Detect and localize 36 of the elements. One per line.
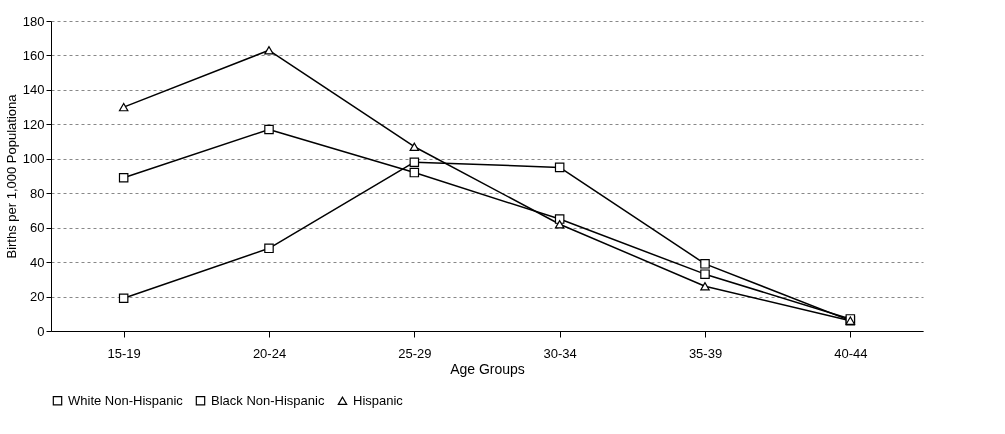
point: [700, 259, 710, 269]
x-tick-label: 20-24: [252, 345, 287, 361]
point: [264, 124, 274, 135]
y-tick-label: 180: [22, 13, 45, 29]
x-axis-title: Age Groups: [450, 360, 525, 377]
y-tick-label: 100: [22, 151, 45, 167]
y-tick-label: 0: [37, 323, 45, 339]
y-tick-label: 80: [30, 185, 45, 201]
point: [409, 142, 420, 151]
point: [554, 220, 565, 229]
x-tick-label: 25-29: [398, 345, 432, 361]
point: [118, 172, 129, 183]
legend-label: White Non-Hispanic: [68, 392, 184, 408]
point: [554, 162, 565, 173]
legend-label: Hispanic: [353, 392, 404, 408]
point: [118, 293, 129, 304]
legend-label: Black Non-Hispanic: [211, 392, 325, 408]
x-tick-label: 30-34: [543, 345, 577, 361]
y-axis-title: Births per 1,000 Populationa: [3, 93, 19, 259]
x-tick-label: 35-39: [688, 345, 723, 361]
point: [409, 167, 420, 178]
y-tick-label: 40: [30, 254, 45, 270]
point: [554, 214, 565, 224]
x-tick-label: 40-44: [834, 345, 868, 361]
y-tick-label: 160: [22, 47, 45, 63]
y-tick-label: 120: [22, 116, 45, 132]
point: [118, 102, 129, 112]
y-tick-label: 60: [30, 220, 45, 236]
y-tick-label: 20: [30, 289, 45, 305]
y-tick-label: 140: [22, 82, 45, 98]
point: [264, 243, 274, 254]
x-tick-label: 15-19: [107, 345, 141, 361]
point: [700, 269, 710, 279]
point: [264, 46, 274, 55]
point: [700, 282, 710, 291]
point: [409, 157, 420, 168]
